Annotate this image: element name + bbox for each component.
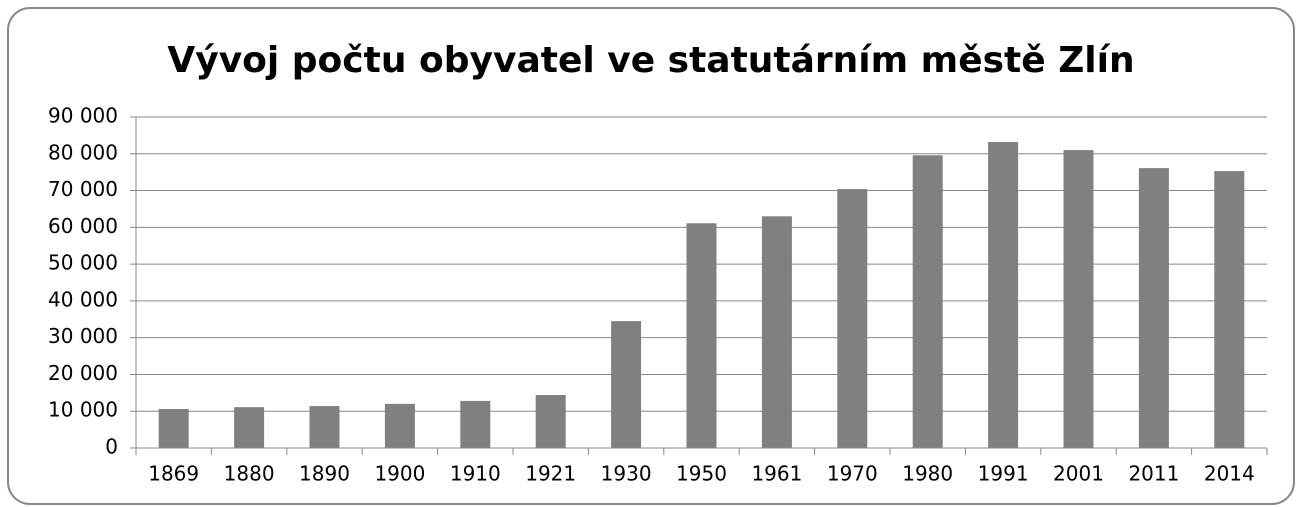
y-tick-label: 90 000 (48, 104, 118, 128)
x-tick-label: 1980 (902, 462, 953, 486)
y-tick-label: 40 000 (48, 287, 118, 311)
y-tick-label: 50 000 (48, 251, 118, 275)
bar (1063, 150, 1094, 448)
x-tick-label: 1921 (525, 462, 576, 486)
x-tick-label: 1950 (676, 462, 727, 486)
x-tick-label: 1910 (450, 462, 501, 486)
y-tick-label: 60 000 (48, 214, 118, 238)
bar (535, 395, 566, 448)
y-tick-label: 70 000 (48, 177, 118, 201)
bar (384, 403, 415, 448)
x-tick-label: 1961 (751, 462, 802, 486)
x-tick-label: 1970 (827, 462, 878, 486)
bar (761, 216, 792, 448)
bar (460, 400, 491, 448)
x-tick-label: 1900 (374, 462, 425, 486)
bar (234, 407, 265, 448)
x-tick-label: 2001 (1053, 462, 1104, 486)
chart-title: Vývoj počtu obyvatel ve statutárním měst… (167, 40, 1134, 81)
x-tick-label: 1930 (601, 462, 652, 486)
y-tick-label: 0 (105, 435, 118, 459)
y-tick-label: 20 000 (48, 361, 118, 385)
chart-border (7, 7, 1295, 505)
x-tick-label: 1880 (224, 462, 275, 486)
y-tick-label: 10 000 (48, 398, 118, 422)
bar (1214, 171, 1245, 448)
y-tick-label: 30 000 (48, 324, 118, 348)
bar (686, 223, 717, 448)
bar (611, 321, 642, 448)
x-tick-label: 2011 (1128, 462, 1179, 486)
y-tick-label: 80 000 (48, 140, 118, 164)
x-tick-label: 1991 (978, 462, 1029, 486)
bar (912, 155, 943, 448)
x-tick-label: 1890 (299, 462, 350, 486)
x-tick-label: 1869 (148, 462, 199, 486)
bar (837, 189, 868, 448)
bar (1138, 168, 1169, 449)
bar (988, 142, 1019, 448)
x-tick-label: 2014 (1204, 462, 1255, 486)
bar (309, 406, 340, 448)
bar (158, 409, 189, 448)
